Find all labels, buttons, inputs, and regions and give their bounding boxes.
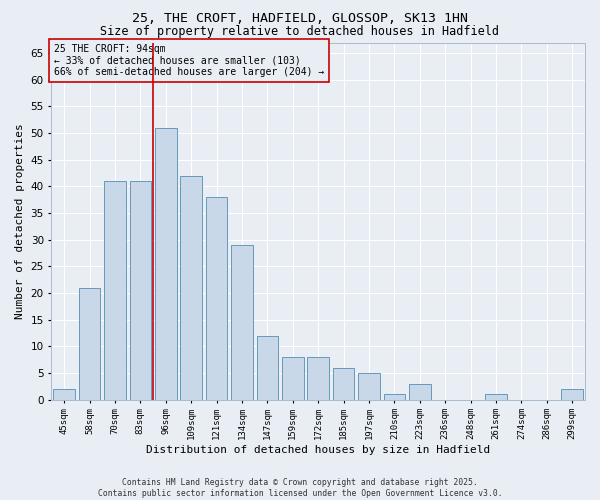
Bar	[485, 394, 507, 400]
Bar	[383, 394, 405, 400]
Bar	[282, 357, 304, 400]
Bar	[104, 181, 126, 400]
Bar	[333, 368, 355, 400]
Bar	[307, 357, 329, 400]
Bar	[562, 389, 583, 400]
Bar	[231, 245, 253, 400]
Bar	[206, 197, 227, 400]
Bar	[155, 128, 176, 400]
Bar	[130, 181, 151, 400]
Text: Contains HM Land Registry data © Crown copyright and database right 2025.
Contai: Contains HM Land Registry data © Crown c…	[98, 478, 502, 498]
X-axis label: Distribution of detached houses by size in Hadfield: Distribution of detached houses by size …	[146, 445, 490, 455]
Bar	[409, 384, 431, 400]
Text: 25, THE CROFT, HADFIELD, GLOSSOP, SK13 1HN: 25, THE CROFT, HADFIELD, GLOSSOP, SK13 1…	[132, 12, 468, 26]
Bar	[358, 373, 380, 400]
Text: 25 THE CROFT: 94sqm
← 33% of detached houses are smaller (103)
66% of semi-detac: 25 THE CROFT: 94sqm ← 33% of detached ho…	[54, 44, 325, 78]
Y-axis label: Number of detached properties: Number of detached properties	[15, 123, 25, 319]
Bar	[53, 389, 75, 400]
Bar	[181, 176, 202, 400]
Bar	[79, 288, 100, 400]
Text: Size of property relative to detached houses in Hadfield: Size of property relative to detached ho…	[101, 25, 499, 38]
Bar	[257, 336, 278, 400]
